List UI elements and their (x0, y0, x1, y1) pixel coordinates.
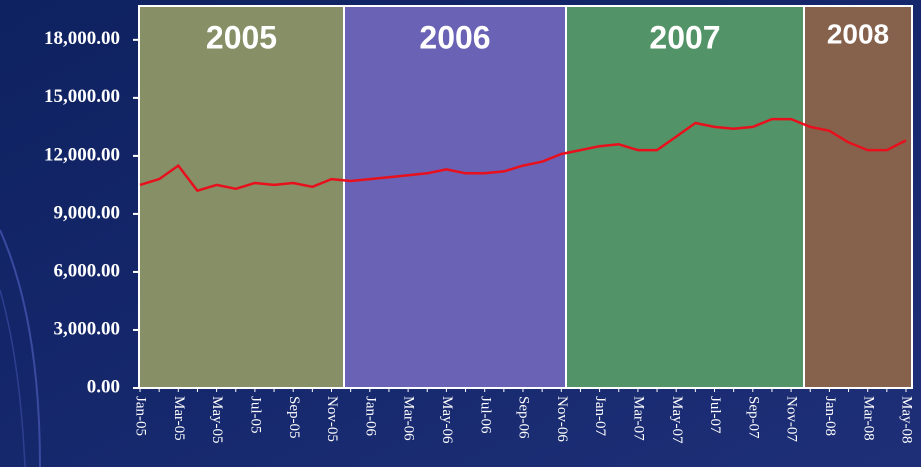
decoration (0, 229, 41, 467)
x-tick-label: Sep-06 (516, 396, 532, 439)
y-tick-label: 12,000.00 (44, 144, 120, 165)
x-tick-label: Mar-08 (860, 396, 876, 441)
decoration (0, 289, 26, 467)
data-line (139, 117, 907, 192)
y-tick-label: 9,000.00 (54, 202, 121, 223)
x-tick-label: Nov-05 (324, 396, 340, 442)
x-tick-label: Mar-07 (630, 396, 646, 441)
y-tick-label: 18,000.00 (44, 28, 120, 49)
x-tick-label: May-07 (669, 396, 685, 444)
x-tick-label: May-06 (439, 396, 455, 444)
year-band (344, 6, 566, 388)
y-tick-label: 3,000.00 (54, 318, 121, 339)
x-tick-label: Jan-08 (822, 396, 838, 436)
year-band (566, 6, 804, 388)
x-tick-label: Nov-07 (784, 396, 800, 442)
x-tick-label: May-08 (899, 396, 915, 444)
x-tick-label: Mar-06 (401, 396, 417, 441)
x-tick-label: Jan-06 (362, 396, 378, 436)
x-tick-label: May-05 (209, 396, 225, 444)
x-tick-label: Nov-06 (554, 396, 570, 442)
x-tick-label: Jan-05 (133, 396, 149, 436)
band-label: 2005 (206, 19, 277, 55)
year-band (804, 6, 912, 388)
y-tick-label: 15,000.00 (44, 86, 120, 107)
x-tick-label: Jul-05 (247, 396, 263, 434)
band-label: 2007 (649, 19, 720, 55)
x-tick-label: Sep-07 (745, 396, 761, 439)
x-tick-label: Jan-07 (592, 396, 608, 436)
year-band (139, 6, 344, 388)
x-tick-label: Sep-05 (286, 396, 302, 439)
plot-frame (138, 5, 913, 389)
y-tick-label: 6,000.00 (54, 260, 121, 281)
x-tick-label: Mar-05 (171, 396, 187, 441)
x-tick-label: Jul-06 (477, 396, 493, 434)
y-tick-label: 0.00 (87, 376, 120, 397)
band-label: 2006 (419, 19, 490, 55)
band-label: 2008 (827, 18, 889, 49)
x-tick-label: Jul-07 (707, 396, 723, 434)
